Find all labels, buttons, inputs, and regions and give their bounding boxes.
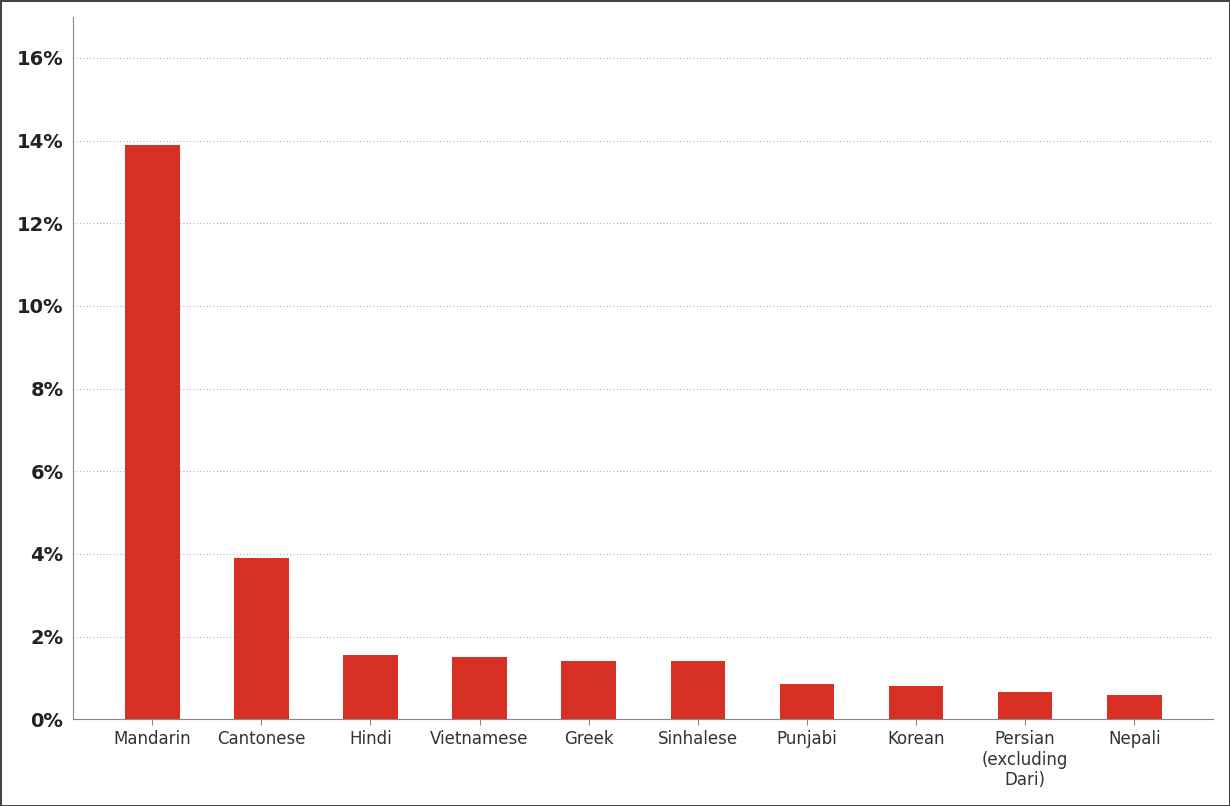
Bar — [125, 145, 180, 719]
Bar — [1107, 696, 1161, 719]
Bar — [670, 662, 724, 719]
Bar — [234, 558, 289, 719]
Bar — [453, 658, 507, 719]
Bar — [343, 655, 397, 719]
Bar — [998, 692, 1053, 719]
Bar — [889, 686, 943, 719]
Bar — [780, 684, 834, 719]
Bar — [561, 662, 616, 719]
